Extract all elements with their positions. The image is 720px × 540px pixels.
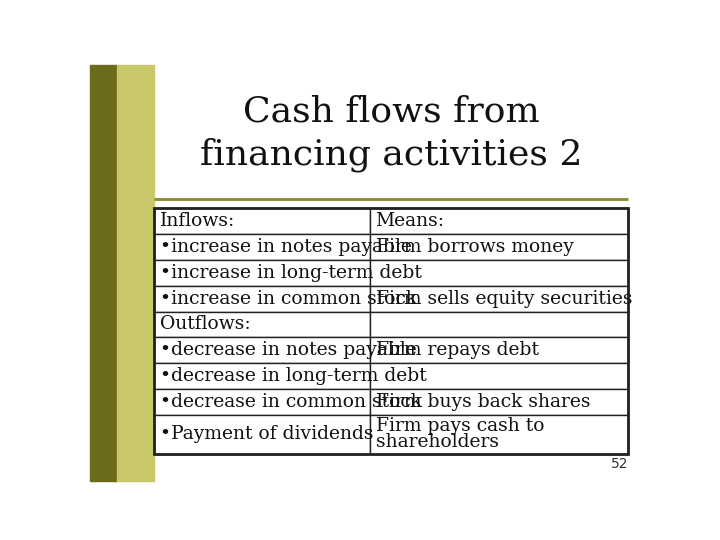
Bar xyxy=(370,338,629,363)
Text: shareholders: shareholders xyxy=(376,433,498,451)
Text: Firm pays cash to: Firm pays cash to xyxy=(376,417,544,435)
Text: •increase in common stock: •increase in common stock xyxy=(160,289,417,308)
Text: •decrease in long-term debt: •decrease in long-term debt xyxy=(160,367,426,385)
Text: Firm buys back shares: Firm buys back shares xyxy=(376,393,590,411)
Bar xyxy=(154,338,370,363)
Text: •decrease in common stock: •decrease in common stock xyxy=(160,393,422,411)
Bar xyxy=(370,312,629,338)
Bar xyxy=(370,234,629,260)
Bar xyxy=(154,286,370,312)
Bar xyxy=(154,208,629,454)
Bar xyxy=(370,208,629,234)
Bar xyxy=(154,312,370,338)
Bar xyxy=(370,415,629,454)
Bar xyxy=(370,260,629,286)
Bar xyxy=(117,65,154,481)
Text: Cash flows from
financing activities 2: Cash flows from financing activities 2 xyxy=(200,94,582,172)
Bar xyxy=(154,208,370,234)
Bar xyxy=(90,65,117,481)
Bar xyxy=(154,389,370,415)
Text: •decrease in notes payable: •decrease in notes payable xyxy=(160,341,416,359)
Text: Means:: Means: xyxy=(376,212,444,230)
Text: •increase in long-term debt: •increase in long-term debt xyxy=(160,264,422,282)
Text: Firm borrows money: Firm borrows money xyxy=(376,238,573,256)
Bar xyxy=(154,415,370,454)
Bar xyxy=(154,260,370,286)
Text: •increase in notes payable: •increase in notes payable xyxy=(160,238,412,256)
Bar xyxy=(370,363,629,389)
Text: Inflows:: Inflows: xyxy=(160,212,235,230)
Text: •Payment of dividends: •Payment of dividends xyxy=(160,425,373,443)
Bar xyxy=(154,234,370,260)
Bar xyxy=(370,286,629,312)
Text: Outflows:: Outflows: xyxy=(160,315,251,334)
Text: Firm sells equity securities: Firm sells equity securities xyxy=(376,289,632,308)
Bar xyxy=(154,363,370,389)
Text: 52: 52 xyxy=(611,457,629,471)
Text: Firm repays debt: Firm repays debt xyxy=(376,341,539,359)
Bar xyxy=(370,389,629,415)
